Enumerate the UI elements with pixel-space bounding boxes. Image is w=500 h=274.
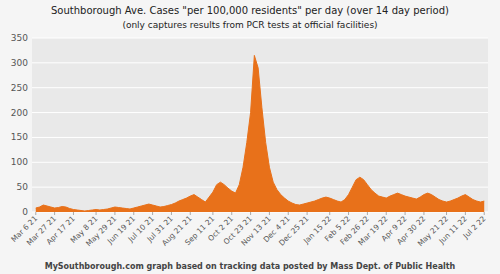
y-tick-label: 0 [22, 207, 28, 217]
marks [36, 55, 484, 212]
x-tick [152, 212, 153, 215]
x-tick [133, 212, 134, 215]
y-tick-label: 300 [11, 58, 28, 68]
x-tick [231, 212, 232, 215]
y-tick-label: 250 [11, 83, 28, 93]
y-tick-label: 350 [11, 33, 28, 43]
grid-line [32, 62, 488, 63]
x-tick [212, 212, 213, 215]
x-tick [73, 212, 74, 215]
x-tick [367, 212, 368, 215]
chart: 050100150200250300350Mar 6 21Mar 27 21Ap… [0, 0, 500, 274]
x-tick [423, 212, 424, 215]
subtitle: (only captures results from PCR tests at… [122, 20, 377, 30]
x-tick [54, 212, 55, 215]
x-tick [446, 212, 447, 215]
x-tick [307, 212, 308, 215]
x-tick [250, 212, 251, 215]
x-tick [288, 212, 289, 215]
grid-line [32, 38, 488, 39]
x-tick-label: Jul 2 22 [461, 214, 488, 241]
x-tick [96, 212, 97, 215]
x-tick [329, 212, 330, 215]
footnote: MySouthborough.com graph based on tracki… [45, 262, 456, 271]
area [36, 55, 484, 212]
y-tick-label: 150 [11, 132, 28, 142]
title: Southborough Ave. Cases "per 100,000 res… [51, 5, 449, 16]
x-tick [405, 212, 406, 215]
y-tick-label: 100 [11, 157, 28, 167]
x-tick [171, 212, 172, 215]
x-tick [465, 212, 466, 215]
x-tick [269, 212, 270, 215]
x-tick [386, 212, 387, 215]
x-tick [35, 212, 36, 215]
x-tick [190, 212, 191, 215]
background [0, 0, 500, 274]
y-tick-label: 50 [17, 182, 29, 192]
y-tick-label: 200 [11, 108, 28, 118]
x-tick [484, 212, 485, 215]
x-tick [348, 212, 349, 215]
line [36, 55, 484, 211]
plot-area [32, 38, 488, 212]
x-tick [114, 212, 115, 215]
